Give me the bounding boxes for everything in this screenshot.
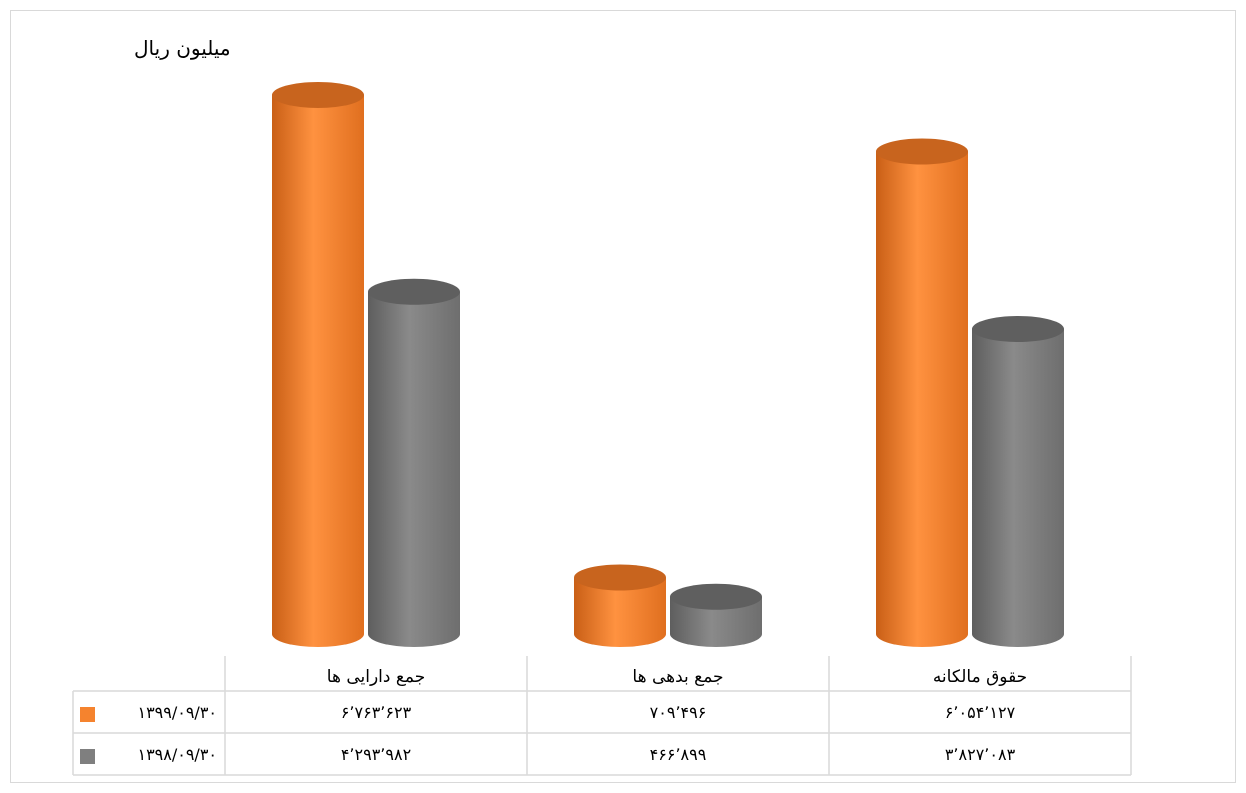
- legend-series-name: ۱۳۹۸/۰۹/۳۰: [137, 745, 217, 764]
- legend-swatch: [80, 707, 95, 722]
- bar-series1-0: [272, 82, 364, 647]
- bar-series2-0: [368, 278, 460, 647]
- data-value-label: ۶٬۰۵۴٬۱۲۷: [945, 703, 1016, 722]
- legend-series-name: ۱۳۹۹/۰۹/۳۰: [137, 703, 217, 722]
- data-value-label: ۳٬۸۲۷٬۰۸۳: [945, 745, 1016, 764]
- data-table-grid: [72, 656, 1132, 776]
- unit-label: میلیون ریال: [134, 36, 231, 60]
- data-value-label: ۶٬۷۶۳٬۶۲۳: [341, 703, 412, 722]
- bar-series1-1: [574, 564, 666, 647]
- bar-series2-1: [670, 583, 762, 647]
- bar-series2-2: [972, 316, 1064, 647]
- legend-swatch: [80, 749, 95, 764]
- bar-series1-2: [876, 138, 968, 647]
- data-value-label: ۴۶۶٬۸۹۹: [650, 745, 707, 764]
- data-value-label: ۷۰۹٬۴۹۶: [650, 703, 707, 722]
- category-label: جمع بدهی ها: [632, 667, 723, 687]
- category-label: جمع دارایی ها: [327, 667, 425, 687]
- category-label: حقوق مالکانه: [933, 667, 1027, 687]
- data-value-label: ۴٬۲۹۳٬۹۸۲: [341, 745, 411, 764]
